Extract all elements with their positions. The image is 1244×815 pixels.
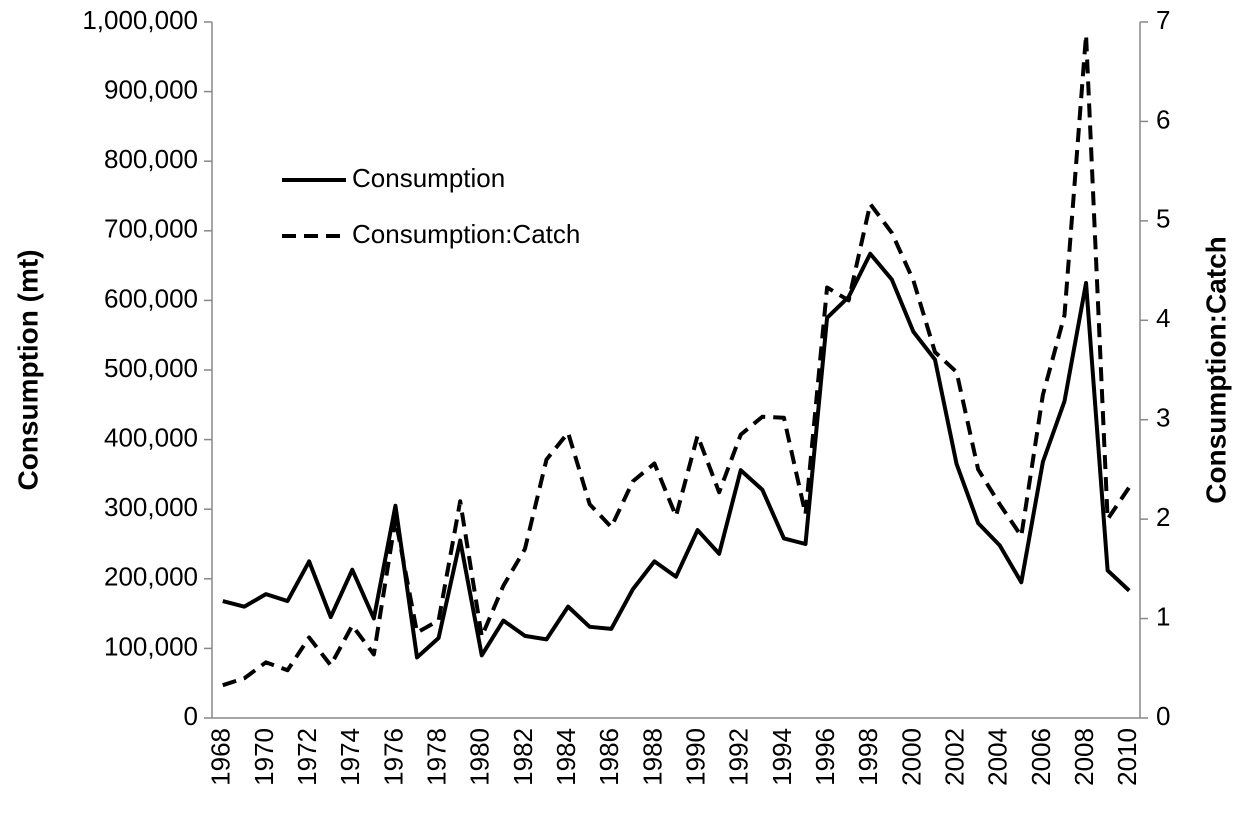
y2-tick-label: 4 <box>1156 303 1170 333</box>
series-line <box>222 251 1131 660</box>
y2-tick-label: 5 <box>1156 204 1170 234</box>
y-tick-label: 900,000 <box>104 74 198 104</box>
y2-axis-title: Consumption:Catch <box>1200 236 1231 504</box>
legend-label: Consumption <box>352 163 505 193</box>
x-tick-label: 1986 <box>594 728 624 786</box>
y-tick-label: 400,000 <box>104 422 198 452</box>
x-tick-label: 1972 <box>292 728 322 786</box>
x-tick-label: 1968 <box>206 728 236 786</box>
x-tick-label: 2008 <box>1069 728 1099 786</box>
x-tick-label: 2000 <box>896 728 926 786</box>
x-tick-label: 1990 <box>680 728 710 786</box>
legend-label: Consumption:Catch <box>352 219 580 249</box>
y-tick-label: 500,000 <box>104 353 198 383</box>
x-tick-label: 1976 <box>378 728 408 786</box>
series-line <box>222 32 1131 688</box>
x-tick-label: 1982 <box>508 728 538 786</box>
x-tick-label: 1980 <box>465 728 495 786</box>
x-tick-label: 2002 <box>939 728 969 786</box>
x-tick-label: 1998 <box>853 728 883 786</box>
y2-tick-label: 6 <box>1156 104 1170 134</box>
y-tick-label: 100,000 <box>104 631 198 661</box>
x-tick-label: 2004 <box>983 728 1013 786</box>
x-tick-label: 1974 <box>335 728 365 786</box>
y-axis-title: Consumption (mt) <box>12 249 43 490</box>
y-tick-label: 300,000 <box>104 492 198 522</box>
x-tick-label: 1984 <box>551 728 581 786</box>
y-tick-label: 700,000 <box>104 214 198 244</box>
x-tick-label: 1994 <box>767 728 797 786</box>
y2-tick-label: 0 <box>1156 701 1170 731</box>
y2-tick-label: 7 <box>1156 5 1170 35</box>
y-tick-label: 0 <box>184 701 198 731</box>
x-tick-label: 1978 <box>421 728 451 786</box>
y-tick-label: 800,000 <box>104 144 198 174</box>
x-tick-label: 1988 <box>637 728 667 786</box>
y-tick-label: 1,000,000 <box>82 5 198 35</box>
y-tick-label: 200,000 <box>104 562 198 592</box>
x-tick-label: 1992 <box>724 728 754 786</box>
x-tick-label: 2010 <box>1112 728 1142 786</box>
x-tick-label: 1970 <box>249 728 279 786</box>
x-tick-label: 2006 <box>1026 728 1056 786</box>
y2-tick-label: 2 <box>1156 502 1170 532</box>
y2-tick-label: 3 <box>1156 403 1170 433</box>
y2-tick-label: 1 <box>1156 601 1170 631</box>
x-tick-label: 1996 <box>810 728 840 786</box>
y-tick-label: 600,000 <box>104 283 198 313</box>
